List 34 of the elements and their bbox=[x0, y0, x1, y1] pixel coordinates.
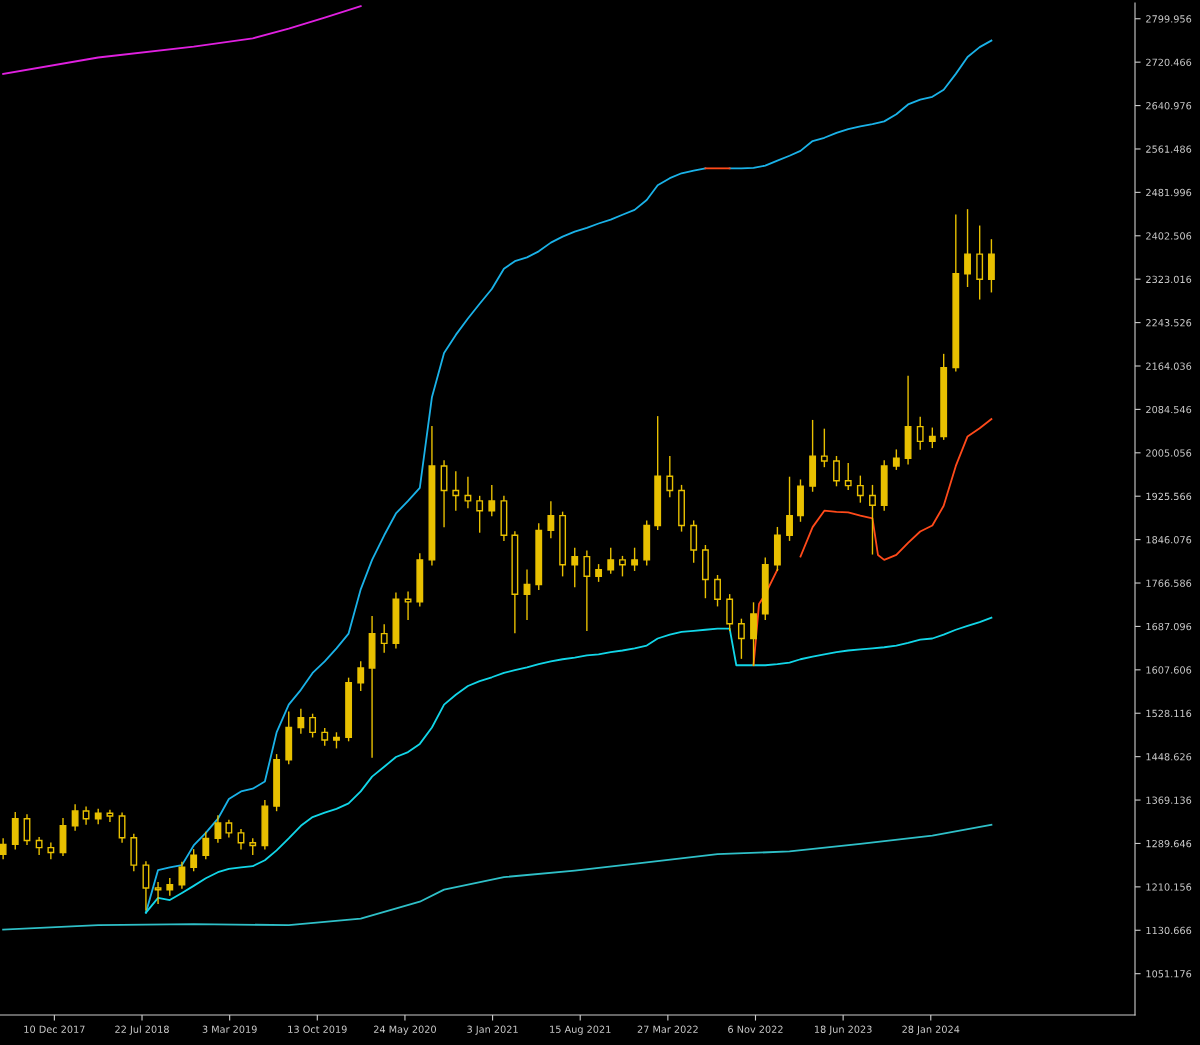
x-tick-label: 27 Mar 2022 bbox=[637, 1025, 698, 1033]
y-tick-label: 1289.646 bbox=[1146, 839, 1192, 848]
y-tick-label: 1130.666 bbox=[1146, 926, 1192, 935]
y-tick-label: 2005.056 bbox=[1146, 449, 1192, 457]
y-tick-label: 2481.996 bbox=[1146, 188, 1192, 197]
y-tick-label: 2243.526 bbox=[1146, 319, 1192, 327]
y-tick-label: 1210.156 bbox=[1146, 883, 1192, 891]
y-tick-label: 1528.116 bbox=[1146, 709, 1192, 718]
x-tick-label: 13 Oct 2019 bbox=[288, 1025, 347, 1033]
y-tick-label: 1925.566 bbox=[1146, 492, 1192, 501]
y-tick-label: 2561.486 bbox=[1146, 145, 1192, 153]
y-tick-label: 2084.546 bbox=[1146, 405, 1192, 414]
y-tick-label: 2402.506 bbox=[1146, 232, 1192, 240]
y-tick-label: 2799.956 bbox=[1146, 15, 1192, 23]
y-tick-label: 2164.036 bbox=[1146, 362, 1192, 370]
x-tick-label: 6 Nov 2022 bbox=[728, 1025, 783, 1033]
y-tick-label: 1766.586 bbox=[1146, 579, 1192, 587]
x-tick-label: 3 Mar 2019 bbox=[202, 1025, 257, 1033]
y-tick-label: 1051.176 bbox=[1146, 970, 1192, 978]
x-tick-label: 10 Dec 2017 bbox=[24, 1025, 85, 1033]
x-tick-label: 22 Jul 2018 bbox=[115, 1025, 169, 1035]
y-tick-label: 1448.626 bbox=[1146, 753, 1192, 761]
y-tick-label: 2640.976 bbox=[1146, 102, 1192, 110]
x-tick-label: 15 Aug 2021 bbox=[550, 1025, 611, 1035]
y-tick-label: 1607.606 bbox=[1146, 666, 1192, 674]
y-tick-label: 1369.136 bbox=[1146, 796, 1192, 804]
y-tick-label: 2323.016 bbox=[1146, 275, 1192, 284]
x-tick-label: 24 May 2020 bbox=[373, 1025, 436, 1035]
y-tick-label: 1846.076 bbox=[1146, 536, 1192, 544]
x-tick-label: 18 Jun 2023 bbox=[814, 1025, 872, 1035]
y-tick-label: 1687.096 bbox=[1146, 622, 1192, 631]
x-tick-label: 28 Jan 2024 bbox=[902, 1025, 960, 1035]
x-tick-label: 3 Jan 2021 bbox=[467, 1025, 518, 1035]
y-tick-label: 2720.466 bbox=[1146, 58, 1192, 66]
